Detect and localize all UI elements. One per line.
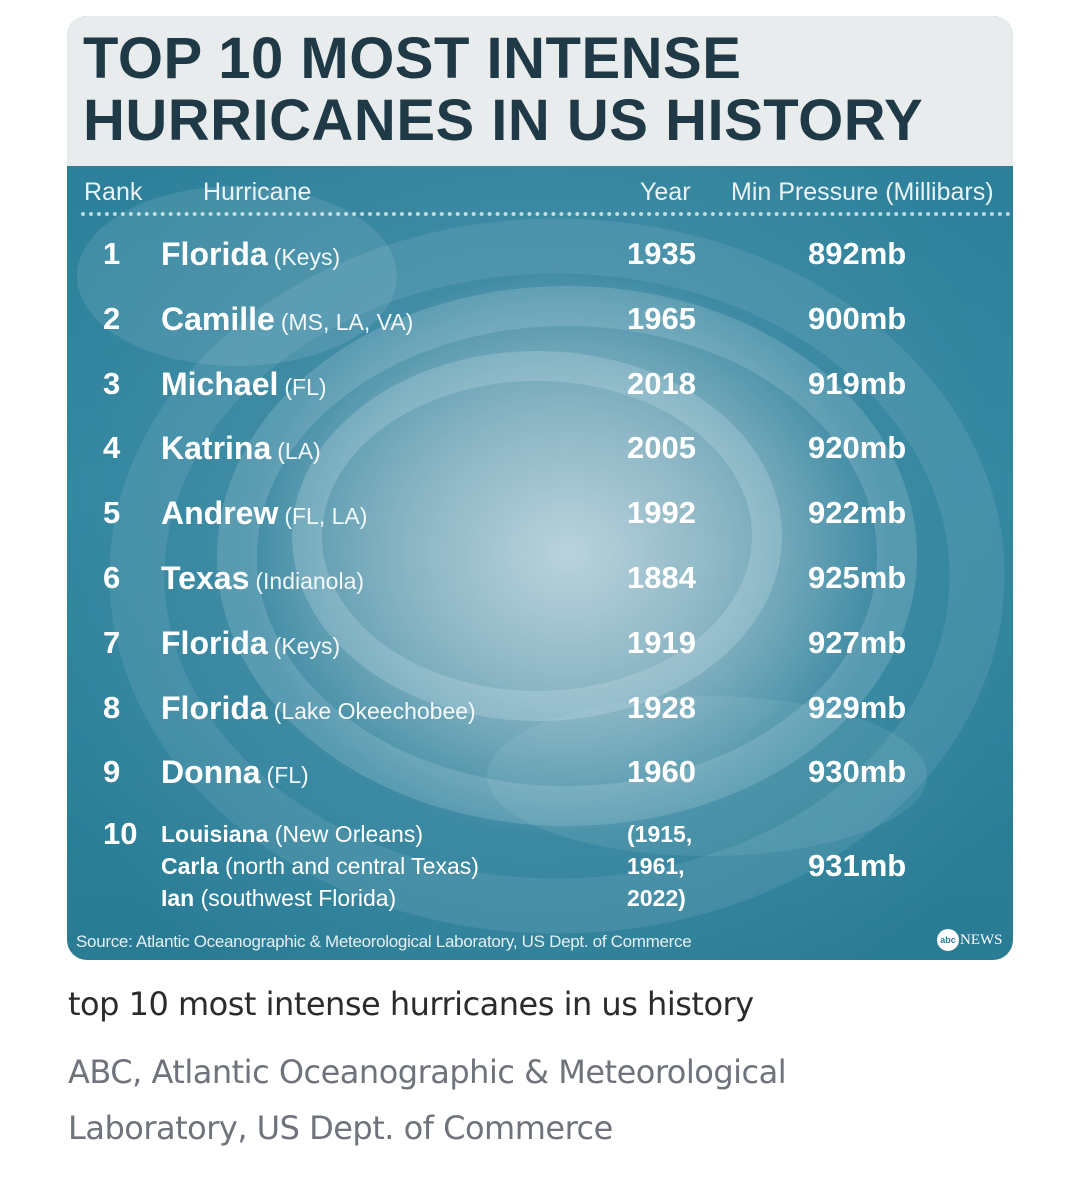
hurricane-name: Andrew [161, 495, 279, 531]
hurricane-name: Donna [161, 754, 261, 790]
infographic-card: TOP 10 MOST INTENSE HURRICANES IN US HIS… [67, 16, 1013, 960]
hurricane-entry: Ian (southwest Florida) [161, 882, 479, 914]
column-header-pressure: Min Pressure (Millibars) [731, 178, 994, 206]
source-note: Source: Atlantic Oceanographic & Meteoro… [76, 932, 692, 951]
hurricane-cell: Michael (FL) [161, 366, 327, 403]
pressure-cell: 930mb [808, 754, 907, 789]
rank-cell: 10 [103, 816, 138, 851]
hurricane-location: (FL, LA) [284, 503, 368, 529]
hurricane-cell: Texas (Indianola) [161, 560, 364, 597]
hurricane-location: (southwest Florida) [200, 885, 397, 911]
hurricane-name: Michael [161, 366, 279, 402]
hurricane-location: (north and central Texas) [224, 853, 479, 879]
table-row: 2 Camille (MS, LA, VA) 1965 900mb [67, 301, 1013, 361]
table-row: 5 Andrew (FL, LA) 1992 922mb [67, 495, 1013, 555]
table-row: 9 Donna (FL) 1960 930mb [67, 754, 1013, 814]
hurricane-name: Florida [161, 690, 268, 726]
year-cell: 1928 [627, 690, 696, 725]
year-cell: 2005 [627, 430, 696, 465]
pressure-cell: 931mb [808, 848, 907, 883]
year-cell: 2018 [627, 366, 696, 401]
table-row: 4 Katrina (LA) 2005 920mb [67, 430, 1013, 490]
hurricane-location: (New Orleans) [274, 821, 424, 847]
table-row: 3 Michael (FL) 2018 919mb [67, 366, 1013, 426]
hurricane-location: (MS, LA, VA) [280, 309, 414, 335]
hurricane-name: Ian [161, 885, 195, 911]
column-header-hurricane: Hurricane [203, 178, 312, 206]
hurricane-location: (LA) [277, 438, 321, 464]
hurricane-name: Camille [161, 301, 275, 337]
hurricane-entry: Carla (north and central Texas) [161, 850, 479, 882]
hurricane-name: Florida [161, 625, 268, 661]
column-header-rank: Rank [84, 178, 143, 206]
post-caption: top 10 most intense hurricanes in us his… [68, 985, 754, 1023]
hurricane-cell: Andrew (FL, LA) [161, 495, 367, 532]
hurricane-location: (Indianola) [255, 568, 365, 594]
hurricane-name: Katrina [161, 430, 272, 466]
rank-cell: 5 [103, 495, 121, 530]
hurricane-cell: Camille (MS, LA, VA) [161, 301, 413, 338]
rank-cell: 7 [103, 625, 121, 660]
year-cell-group: (1915, 1961, 2022) [627, 818, 692, 914]
year-line: 1961, [627, 853, 685, 879]
hurricane-cell-group: Louisiana (New Orleans) Carla (north and… [161, 818, 479, 914]
pressure-cell: 900mb [808, 301, 907, 336]
table-row: 6 Texas (Indianola) 1884 925mb [67, 560, 1013, 620]
hurricane-location: (Keys) [273, 633, 341, 659]
pressure-cell: 922mb [808, 495, 907, 530]
year-cell: 1992 [627, 495, 696, 530]
rank-cell: 8 [103, 690, 121, 725]
pressure-cell: 892mb [808, 236, 907, 271]
abc-logo-icon: abc [937, 929, 959, 951]
rank-cell: 1 [103, 236, 121, 271]
pressure-cell: 919mb [808, 366, 907, 401]
hurricane-cell: Florida (Keys) [161, 625, 340, 662]
hurricane-cell: Florida (Keys) [161, 236, 340, 273]
logo-text: NEWS [960, 931, 1003, 948]
pressure-cell: 929mb [808, 690, 907, 725]
hurricane-name: Louisiana [161, 821, 269, 847]
year-line: 2022) [627, 885, 686, 911]
table-row: 7 Florida (Keys) 1919 927mb [67, 625, 1013, 685]
pressure-cell: 927mb [808, 625, 907, 660]
abc-news-logo: abc NEWS [937, 929, 1003, 951]
year-cell: 1919 [627, 625, 696, 660]
header-divider [81, 212, 1011, 216]
year-cell: 1960 [627, 754, 696, 789]
year-cell: 1965 [627, 301, 696, 336]
table-row: 1 Florida (Keys) 1935 892mb [67, 236, 1013, 296]
pressure-cell: 920mb [808, 430, 907, 465]
rank-cell: 4 [103, 430, 121, 465]
table-row: 8 Florida (Lake Okeechobee) 1928 929mb [67, 690, 1013, 750]
hurricane-name: Florida [161, 236, 268, 272]
rank-cell: 6 [103, 560, 121, 595]
rank-cell: 2 [103, 301, 121, 336]
chart-title: TOP 10 MOST INTENSE HURRICANES IN US HIS… [83, 26, 924, 153]
hurricane-cell: Donna (FL) [161, 754, 309, 791]
column-header-year: Year [640, 178, 691, 206]
hurricane-location: (FL) [266, 762, 309, 788]
hurricane-name: Texas [161, 560, 250, 596]
hurricane-location: (FL) [284, 374, 327, 400]
year-cell: 1935 [627, 236, 696, 271]
year-cell: 1884 [627, 560, 696, 595]
table-row-10: 10 Louisiana (New Orleans) Carla (north … [67, 816, 1013, 926]
title-band [67, 16, 1013, 166]
hurricane-cell: Katrina (LA) [161, 430, 321, 467]
hurricane-cell: Florida (Lake Okeechobee) [161, 690, 476, 727]
year-line: (1915, [627, 821, 693, 847]
rank-cell: 3 [103, 366, 121, 401]
hurricane-location: (Lake Okeechobee) [273, 698, 476, 724]
post-credit: ABC, Atlantic Oceanographic & Meteorolog… [68, 1053, 787, 1147]
rank-cell: 9 [103, 754, 121, 789]
hurricane-name: Carla [161, 853, 219, 879]
pressure-cell: 925mb [808, 560, 907, 595]
hurricane-location: (Keys) [273, 244, 341, 270]
hurricane-entry: Louisiana (New Orleans) [161, 818, 479, 850]
